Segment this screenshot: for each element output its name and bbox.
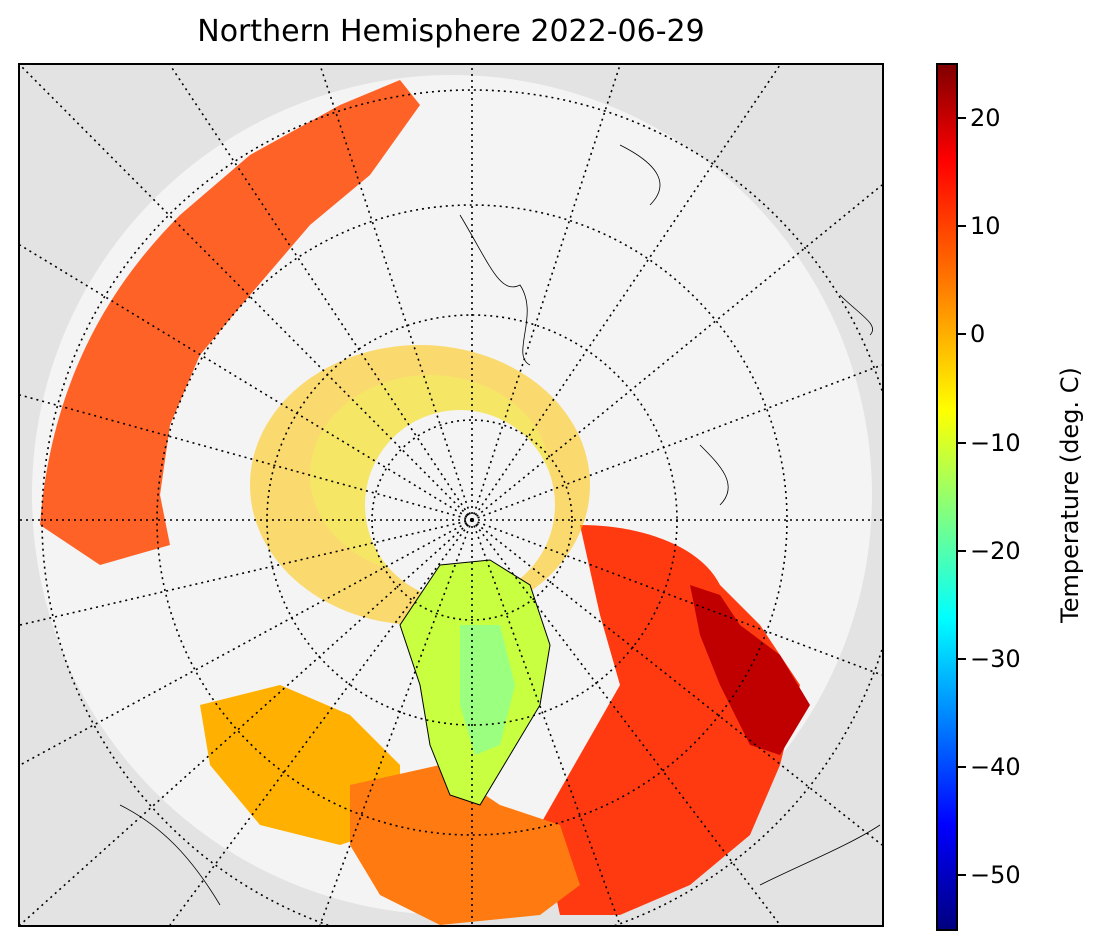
colorbar-tick-label: 20 — [970, 104, 1001, 132]
colorbar-tick — [958, 442, 966, 444]
polar-map — [18, 63, 884, 927]
colorbar-tick — [958, 225, 966, 227]
colorbar-tick — [958, 550, 966, 552]
colorbar-tick-label: −50 — [970, 861, 1021, 889]
colorbar-tick — [958, 333, 966, 335]
colorbar-tick — [958, 658, 966, 660]
map-canvas — [20, 65, 882, 925]
colorbar-tick — [958, 766, 966, 768]
colorbar-tick — [958, 874, 966, 876]
map-title: Northern Hemisphere 2022-06-29 — [197, 14, 705, 49]
colorbar-tick-label: 0 — [970, 320, 986, 348]
baltic-hot-region — [690, 585, 810, 755]
colorbar-tick-label: −30 — [970, 645, 1021, 673]
colorbar-tick — [958, 117, 966, 119]
colorbar-tick-label: 10 — [970, 212, 1001, 240]
colorbar-tick-label: −20 — [970, 537, 1021, 565]
pacific-warm-region — [40, 80, 420, 565]
longitude-lines — [20, 65, 882, 925]
north-atlantic-region — [350, 765, 580, 925]
colorbar — [936, 63, 958, 931]
coastlines — [119, 144, 881, 906]
greenland-ice — [460, 625, 515, 755]
colorbar-label: Temperature (deg. C) — [1056, 367, 1084, 623]
colorbar-tick-label: −40 — [970, 753, 1021, 781]
colorbar-tick-label: −10 — [970, 429, 1021, 457]
